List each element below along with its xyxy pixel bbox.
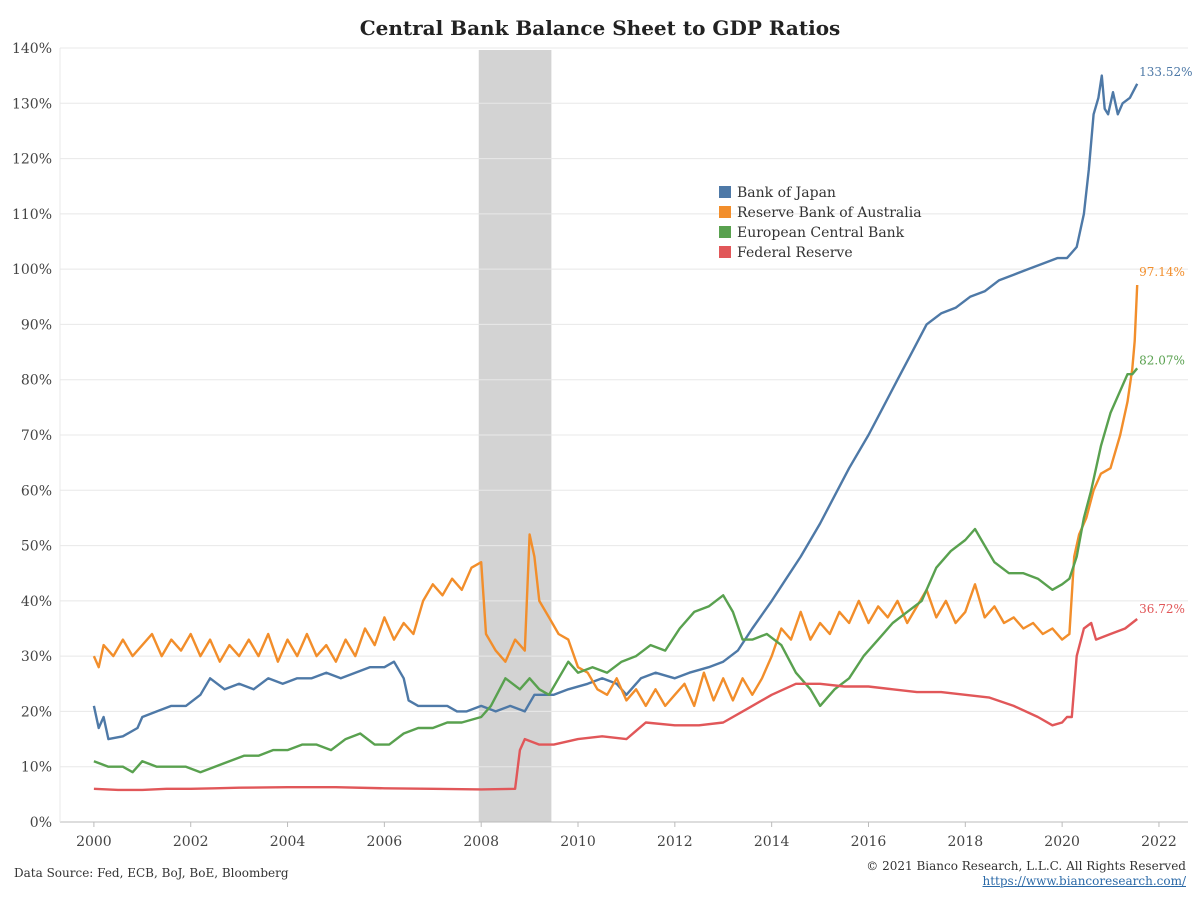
series-line-federal-reserve xyxy=(93,618,1138,792)
end-value-label: 82.07% xyxy=(1139,353,1185,367)
x-tick-label: 2004 xyxy=(270,834,306,850)
legend-label: Federal Reserve xyxy=(737,245,853,261)
y-tick-label: 60% xyxy=(21,483,52,499)
y-tick-label: 30% xyxy=(21,649,52,665)
y-tick-label: 10% xyxy=(21,760,52,776)
legend-swatch xyxy=(719,226,731,238)
y-tick-label: 130% xyxy=(12,96,52,112)
x-tick-label: 2012 xyxy=(657,834,693,850)
x-tick-label: 2020 xyxy=(1044,834,1080,850)
x-tick-label: 2018 xyxy=(947,834,983,850)
x-tick-label: 2022 xyxy=(1141,834,1177,850)
recession-shading xyxy=(478,50,552,822)
x-tick-label: 2000 xyxy=(76,834,112,850)
x-tick-label: 2014 xyxy=(754,834,790,850)
end-value-label: 97.14% xyxy=(1139,265,1185,279)
y-tick-label: 100% xyxy=(12,262,52,278)
y-tick-label: 120% xyxy=(12,152,52,168)
website-link[interactable]: https://www.biancoresearch.com/ xyxy=(982,874,1186,888)
legend-label: European Central Bank xyxy=(737,225,905,241)
x-tick-label: 2016 xyxy=(851,834,887,850)
y-tick-label: 110% xyxy=(12,207,52,223)
footer-credits: © 2021 Bianco Research, L.L.C. All Right… xyxy=(866,859,1186,889)
x-tick-label: 2008 xyxy=(463,834,499,850)
legend-label: Bank of Japan xyxy=(737,185,836,201)
series-line-bank-of-japan xyxy=(92,74,1139,741)
y-tick-label: 20% xyxy=(21,704,52,720)
series-line-european-central-bank xyxy=(93,367,1139,774)
x-tick-label: 2002 xyxy=(173,834,209,850)
y-tick-label: 140% xyxy=(12,41,52,57)
chart-title: Central Bank Balance Sheet to GDP Ratios xyxy=(359,16,841,40)
series-line-reserve-bank-of-australia xyxy=(92,284,1139,708)
y-tick-label: 0% xyxy=(30,815,52,831)
end-value-label: 133.52% xyxy=(1139,65,1192,79)
end-value-label: 36.72% xyxy=(1139,602,1185,616)
legend-swatch xyxy=(719,246,731,258)
copyright-text: © 2021 Bianco Research, L.L.C. All Right… xyxy=(866,859,1186,873)
x-tick-label: 2010 xyxy=(560,834,596,850)
y-tick-label: 90% xyxy=(21,317,52,333)
y-tick-label: 50% xyxy=(21,539,52,555)
y-tick-label: 40% xyxy=(21,594,52,610)
legend-swatch xyxy=(719,206,731,218)
x-tick-label: 2006 xyxy=(367,834,403,850)
legend-label: Reserve Bank of Australia xyxy=(737,205,922,221)
data-source-note: Data Source: Fed, ECB, BoJ, BoE, Bloombe… xyxy=(14,866,289,880)
y-tick-label: 70% xyxy=(21,428,52,444)
legend-swatch xyxy=(719,186,731,198)
y-tick-label: 80% xyxy=(21,373,52,389)
